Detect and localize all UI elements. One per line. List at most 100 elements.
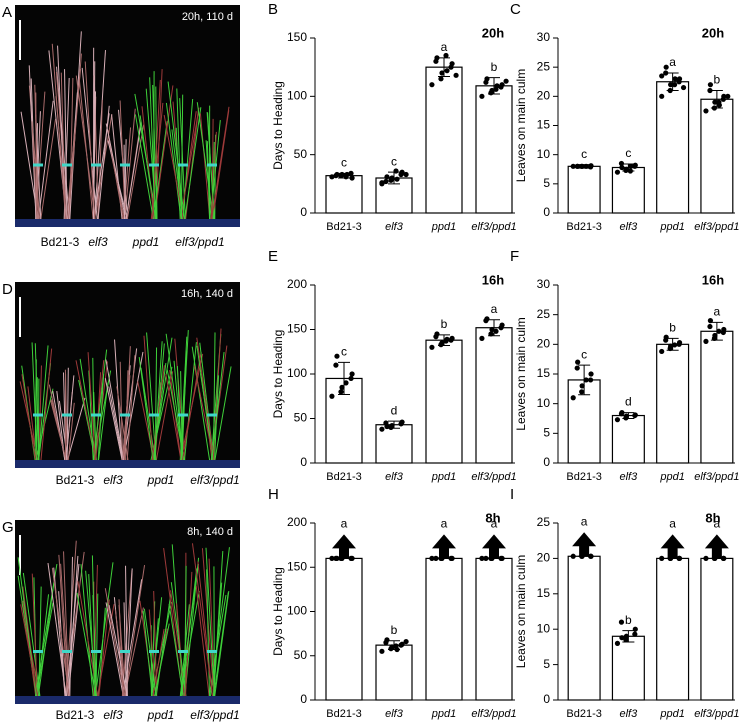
plant-leaf xyxy=(31,342,38,461)
genotype-label: ppd1 xyxy=(147,473,175,487)
error-bar xyxy=(622,163,635,172)
y-tick-label: 10 xyxy=(537,147,551,161)
x-tick-label: elf3 xyxy=(385,708,404,720)
x-tick-label: elf3/ppd1 xyxy=(471,708,516,720)
plant-tag xyxy=(178,163,188,167)
plant-tag xyxy=(91,650,101,653)
y-tick-label: 150 xyxy=(287,322,307,336)
significance-letter: a xyxy=(441,517,448,531)
data-point xyxy=(579,383,585,389)
chart-title: 8h xyxy=(705,510,720,525)
plant-tag xyxy=(149,413,159,417)
bar xyxy=(567,555,601,701)
y-tick-label: 200 xyxy=(287,515,307,529)
genotype-label: elf3 xyxy=(103,708,123,722)
plant-leaf xyxy=(184,107,202,220)
plant-leaf xyxy=(165,333,185,461)
significance-letter: a xyxy=(491,517,498,531)
plant-leaf xyxy=(40,118,57,220)
panel-letter: B xyxy=(268,1,278,18)
plant-leaf xyxy=(122,579,143,697)
plant-leaf xyxy=(124,565,146,697)
panel-letter: E xyxy=(268,248,278,265)
data-point xyxy=(334,171,340,178)
y-axis-label: Leaves on main culm xyxy=(514,317,528,430)
data-point xyxy=(429,344,435,350)
bar xyxy=(656,557,690,701)
plant-leaf xyxy=(51,43,67,220)
y-tick-label: 15 xyxy=(537,118,551,132)
significance-letter: c xyxy=(391,154,397,168)
significance-letter: a xyxy=(581,514,588,528)
plant-tag xyxy=(178,650,188,653)
data-point xyxy=(349,175,355,181)
data-point xyxy=(703,338,709,344)
data-point xyxy=(434,55,440,61)
plant-leaf xyxy=(35,114,42,220)
data-point xyxy=(703,555,709,562)
arrow xyxy=(704,534,729,559)
plant-leaf xyxy=(151,597,163,697)
plant-leaf xyxy=(22,600,37,697)
plant-leaf xyxy=(80,564,94,697)
x-tick-label: elf3 xyxy=(385,221,404,233)
plant-leaf xyxy=(88,370,94,461)
plant-leaf xyxy=(154,623,170,697)
data-point xyxy=(588,371,594,377)
y-tick-label: 30 xyxy=(537,30,551,44)
plant-leaf xyxy=(118,599,124,697)
data-point xyxy=(614,417,621,423)
data-point xyxy=(721,555,727,562)
plant-leaf xyxy=(181,568,198,697)
data-point xyxy=(614,640,621,646)
plant-leaf xyxy=(152,84,158,220)
data-point xyxy=(439,70,445,76)
bar xyxy=(375,644,413,701)
plant-leaf xyxy=(97,105,110,220)
chart-title: 20h xyxy=(482,25,504,40)
data-point xyxy=(618,619,625,625)
data-point xyxy=(384,174,390,180)
significance-letter: a xyxy=(669,55,676,69)
data-point xyxy=(499,82,505,88)
plant-leaf xyxy=(47,563,67,697)
panel-letter: C xyxy=(510,1,521,18)
plant-leaf xyxy=(97,100,103,220)
error-bar xyxy=(622,412,635,419)
x-tick-label: elf3 xyxy=(620,708,639,720)
plant-leaf xyxy=(94,50,106,220)
bar xyxy=(700,330,734,464)
plant-tag xyxy=(120,650,130,653)
data-point xyxy=(716,328,722,334)
plant-leaf xyxy=(124,139,127,220)
data-point xyxy=(588,553,594,559)
data-point xyxy=(449,61,455,67)
plant-leaf xyxy=(126,355,136,461)
data-point xyxy=(499,322,505,328)
plant-leaf xyxy=(58,400,69,461)
plant-leaf xyxy=(104,378,123,461)
plant-leaf xyxy=(60,563,70,697)
plant-leaf xyxy=(105,359,124,461)
error-bar xyxy=(578,364,591,396)
x-tick-label: ppd1 xyxy=(431,708,456,720)
genotype-label: ppd1 xyxy=(132,235,160,249)
plant-leaf xyxy=(146,332,157,461)
genotype-label: Bd21-3 xyxy=(41,235,80,249)
bar xyxy=(325,175,363,214)
plant-leaf xyxy=(64,69,68,220)
plant-leaf xyxy=(134,114,154,220)
y-tick-label: 25 xyxy=(537,307,551,321)
data-point xyxy=(619,409,625,416)
plant-tag xyxy=(62,163,72,167)
data-point xyxy=(628,163,634,169)
data-point xyxy=(379,180,385,186)
plant-tag xyxy=(178,413,188,417)
y-axis-label: Days to Heading xyxy=(271,81,285,170)
data-point xyxy=(614,169,621,175)
data-point xyxy=(348,170,354,176)
plant-leaf xyxy=(209,547,230,697)
significance-letter: a xyxy=(714,517,721,531)
data-point xyxy=(676,76,683,82)
data-point xyxy=(680,84,687,91)
